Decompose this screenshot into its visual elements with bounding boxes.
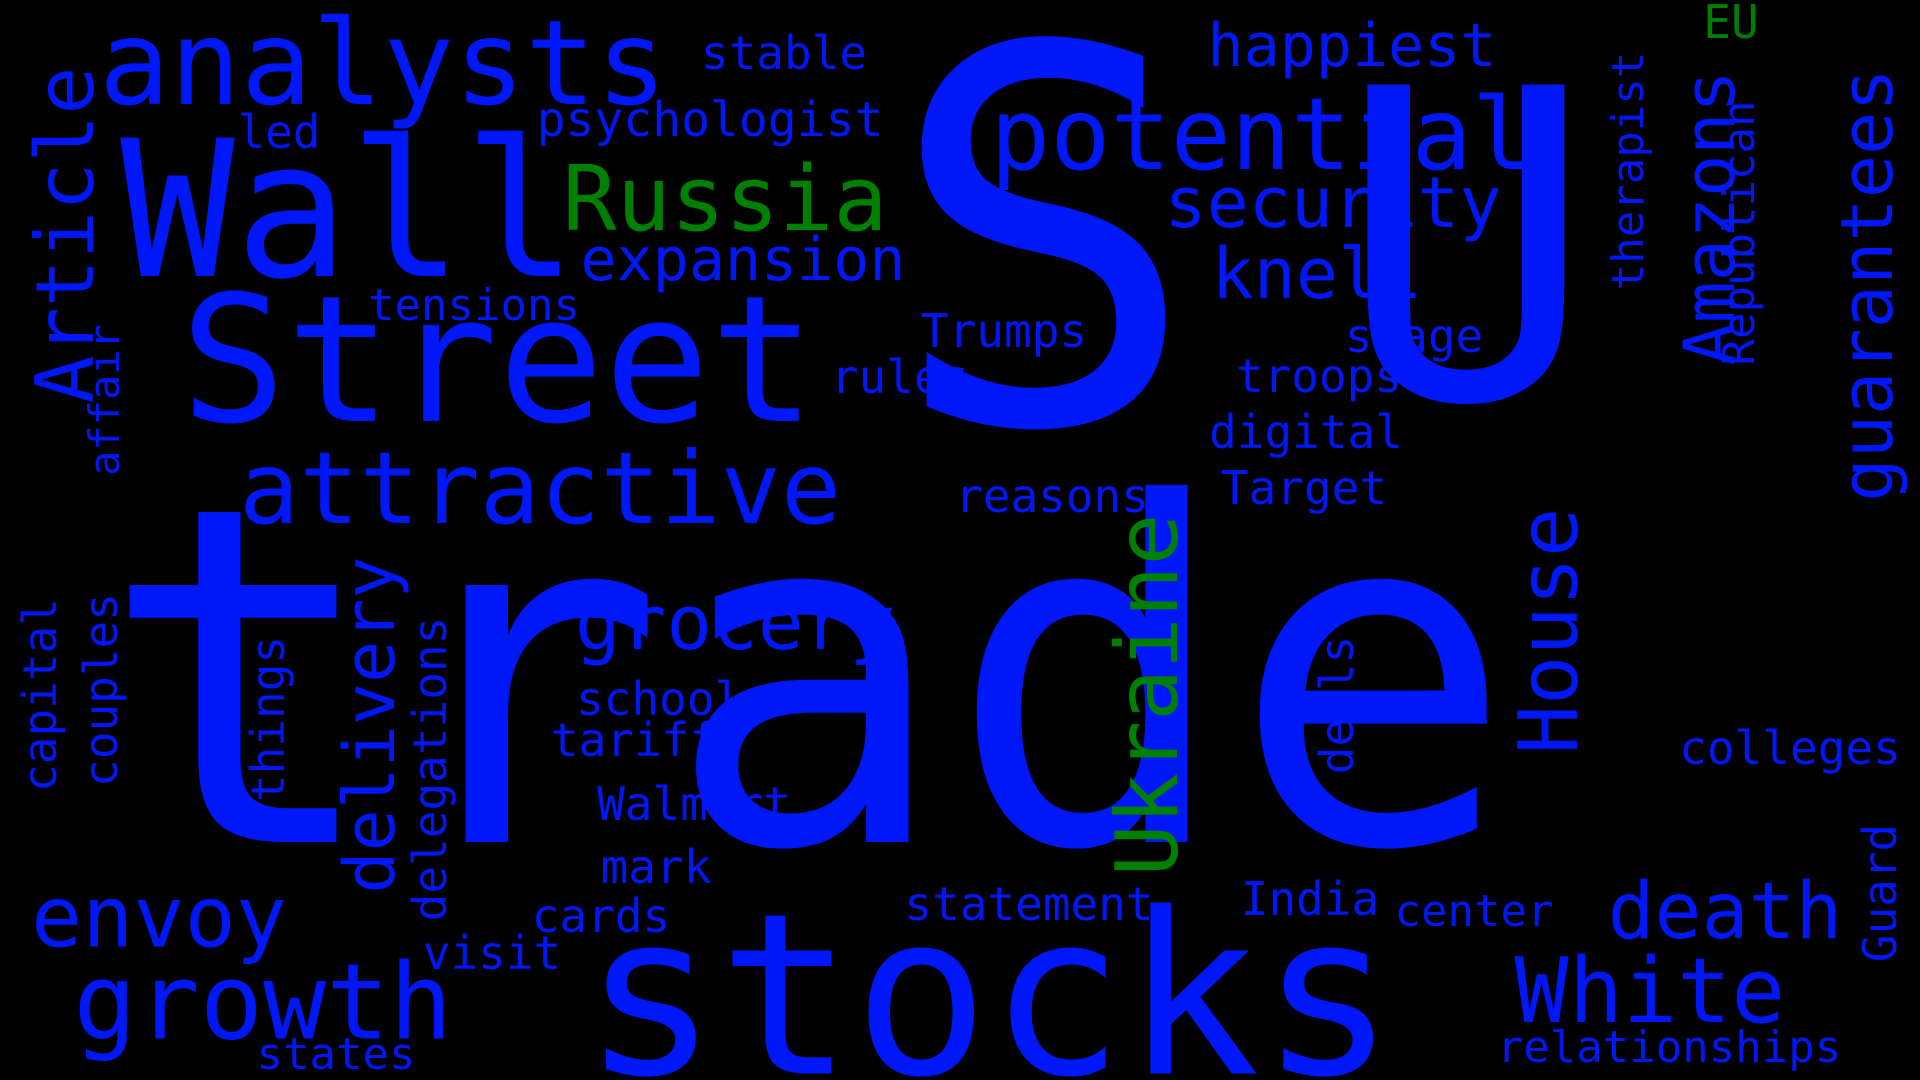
word-mark: mark xyxy=(600,840,712,894)
word-happiest: happiest xyxy=(1207,11,1497,81)
word-tensions: tensions xyxy=(368,280,580,331)
word-death: death xyxy=(1607,867,1843,957)
word-digital: digital xyxy=(1209,405,1403,459)
word-things: things xyxy=(241,635,295,803)
word-reasons: reasons xyxy=(955,469,1149,523)
word-affair: affair xyxy=(80,324,129,476)
word-stocks: stocks xyxy=(582,865,1396,1080)
word-psychologist: psychologist xyxy=(536,92,884,148)
word-stable: stable xyxy=(700,26,868,80)
word-cards: cards xyxy=(531,889,671,943)
word-growth: growth xyxy=(73,941,453,1064)
word-visit: visit xyxy=(422,926,562,980)
word-rules: rules xyxy=(830,350,970,404)
word-house: House xyxy=(1502,507,1597,755)
word-delegations: delegations xyxy=(403,616,457,922)
word-street: Street xyxy=(180,258,816,463)
word-envoy: envoy xyxy=(31,868,287,968)
word-trumps: Trumps xyxy=(920,304,1088,358)
word-white: White xyxy=(1514,939,1786,1044)
word-colleges: colleges xyxy=(1679,721,1901,775)
word-schools: schools xyxy=(576,672,770,726)
word-center: center xyxy=(1394,886,1554,937)
word-russia: Russia xyxy=(562,147,888,252)
word-guard: Guard xyxy=(1853,823,1907,963)
word-walmart: Walmart xyxy=(597,777,791,831)
word-deals: deals xyxy=(1310,635,1364,775)
word-security: security xyxy=(1164,162,1502,244)
word-states: states xyxy=(256,1029,416,1080)
word-eu: EU xyxy=(1703,0,1759,49)
word-target: Target xyxy=(1220,461,1388,515)
word-therapist: therapist xyxy=(1603,51,1654,291)
word-guarantees: guarantees xyxy=(1825,68,1909,502)
word-led: led xyxy=(237,105,321,159)
word-attractive: attractive xyxy=(238,430,842,547)
word-knell: knell xyxy=(1211,233,1423,315)
word-wall: Wall xyxy=(120,100,578,321)
word-delivery: delivery xyxy=(329,556,411,894)
word-statement: statement xyxy=(904,877,1154,931)
word-grocery: grocery xyxy=(574,578,896,667)
word-india: India xyxy=(1240,872,1380,926)
word-couples: couples xyxy=(74,593,128,787)
word-tariff: tariff xyxy=(550,713,718,767)
word-relationships: relationships xyxy=(1496,1022,1842,1073)
word-trade: trade xyxy=(99,406,1515,953)
word-capital: capital xyxy=(13,598,67,792)
word-stage: stage xyxy=(1344,309,1484,363)
word-u: U xyxy=(1336,0,1596,500)
word-republican: Republican xyxy=(1714,100,1765,366)
word-potential: potential xyxy=(990,76,1532,193)
word-ukraine: Ukraine xyxy=(1098,513,1198,877)
word-analysts: analysts xyxy=(98,0,668,132)
word-expansion: expansion xyxy=(580,225,906,295)
word-s: S xyxy=(886,0,1200,545)
word-troops: troops xyxy=(1235,349,1403,403)
